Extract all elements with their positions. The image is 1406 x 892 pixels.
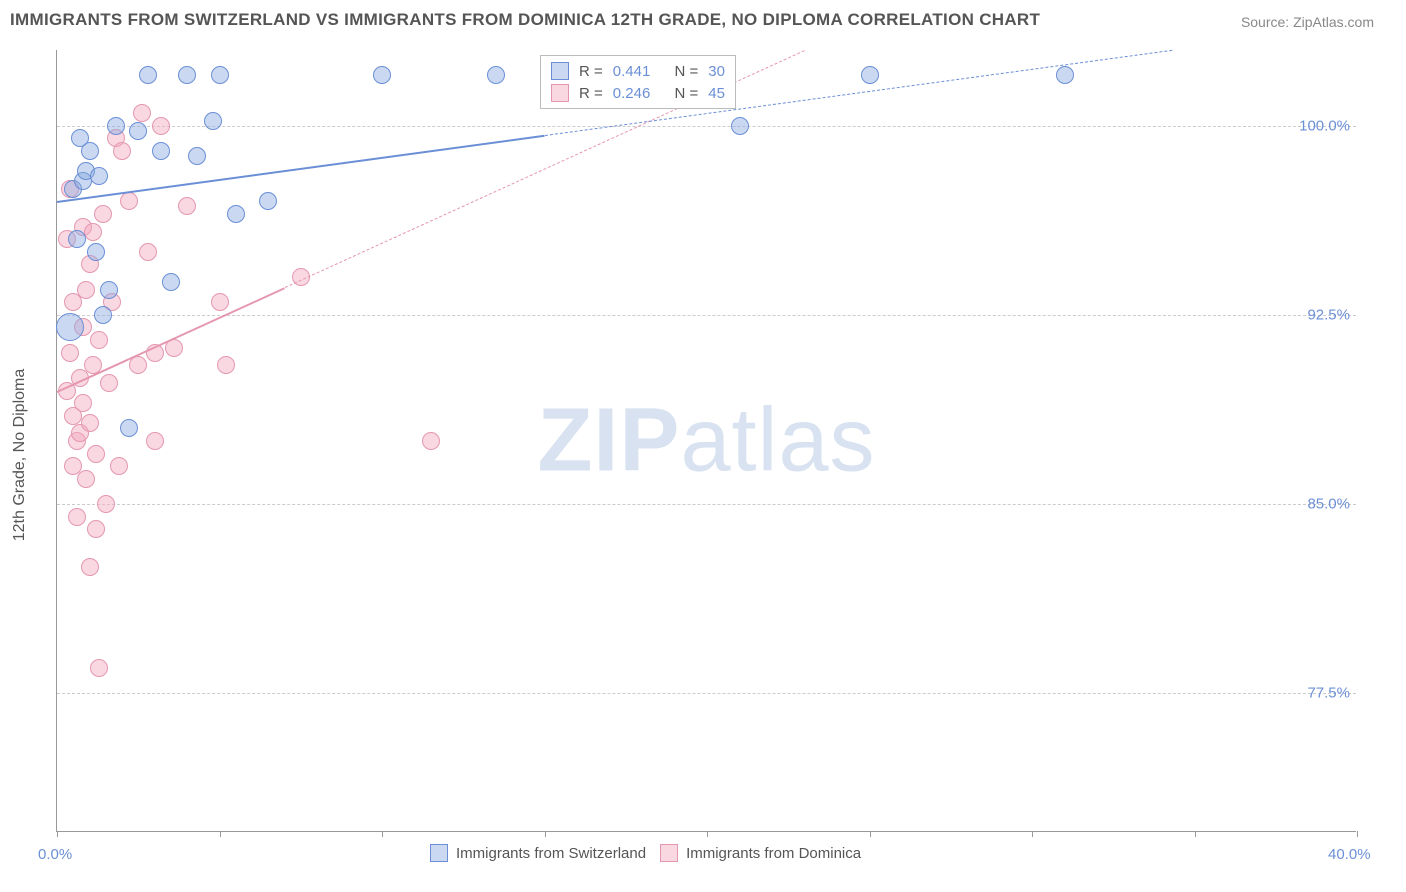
data-point-dominica [90, 331, 108, 349]
x-tick [1032, 831, 1033, 837]
data-point-switzerland [259, 192, 277, 210]
legend-label-switzerland: Immigrants from Switzerland [456, 845, 646, 862]
legend-item-switzerland: Immigrants from Switzerland [430, 844, 646, 862]
r-label: R = [579, 63, 603, 80]
n-value-dominica: 45 [708, 85, 725, 102]
x-tick [545, 831, 546, 837]
source-attribution: Source: ZipAtlas.com [1241, 14, 1374, 30]
y-tick-label: 100.0% [1299, 117, 1350, 134]
data-point-dominica [87, 520, 105, 538]
data-point-dominica [139, 243, 157, 261]
data-point-dominica [422, 432, 440, 450]
x-tick [1195, 831, 1196, 837]
data-point-switzerland [731, 117, 749, 135]
data-point-dominica [100, 374, 118, 392]
data-point-switzerland [162, 273, 180, 291]
data-point-dominica [77, 470, 95, 488]
data-point-switzerland [68, 230, 86, 248]
n-label: N = [674, 85, 698, 102]
data-point-switzerland [139, 66, 157, 84]
data-point-dominica [87, 445, 105, 463]
watermark-bold: ZIP [537, 390, 680, 490]
data-point-switzerland [227, 205, 245, 223]
data-point-dominica [97, 495, 115, 513]
data-point-dominica [94, 205, 112, 223]
n-label: N = [674, 63, 698, 80]
x-tick [382, 831, 383, 837]
x-axis-min-label: 0.0% [38, 846, 72, 863]
data-point-dominica [81, 414, 99, 432]
y-tick-label: 77.5% [1307, 685, 1350, 702]
series-legend: Immigrants from Switzerland Immigrants f… [430, 844, 861, 862]
data-point-dominica [178, 197, 196, 215]
data-point-dominica [110, 457, 128, 475]
y-tick-label: 92.5% [1307, 306, 1350, 323]
data-point-dominica [211, 293, 229, 311]
gridline [57, 693, 1356, 694]
x-tick [1357, 831, 1358, 837]
data-point-switzerland [178, 66, 196, 84]
data-point-dominica [133, 104, 151, 122]
data-point-switzerland [188, 147, 206, 165]
data-point-switzerland [100, 281, 118, 299]
data-point-switzerland [152, 142, 170, 160]
correlation-legend: R = 0.441 N = 30 R = 0.246 N = 45 [540, 55, 736, 109]
legend-row-dominica: R = 0.246 N = 45 [551, 82, 725, 104]
data-point-dominica [84, 223, 102, 241]
data-point-switzerland [90, 167, 108, 185]
watermark-rest: atlas [680, 390, 875, 490]
swatch-dominica [660, 844, 678, 862]
data-point-switzerland [94, 306, 112, 324]
data-point-switzerland [373, 66, 391, 84]
chart-title: IMMIGRANTS FROM SWITZERLAND VS IMMIGRANT… [10, 10, 1040, 30]
gridline [57, 315, 1356, 316]
data-point-switzerland [204, 112, 222, 130]
data-point-dominica [68, 508, 86, 526]
swatch-switzerland [551, 62, 569, 80]
data-point-switzerland [81, 142, 99, 160]
gridline [57, 126, 1356, 127]
x-tick [707, 831, 708, 837]
r-value-switzerland: 0.441 [613, 63, 651, 80]
data-point-dominica [77, 281, 95, 299]
data-point-switzerland [1056, 66, 1074, 84]
data-point-dominica [120, 192, 138, 210]
x-axis-max-label: 40.0% [1328, 846, 1371, 863]
r-value-dominica: 0.246 [613, 85, 651, 102]
legend-item-dominica: Immigrants from Dominica [660, 844, 861, 862]
data-point-dominica [113, 142, 131, 160]
data-point-switzerland [129, 122, 147, 140]
data-point-switzerland [487, 66, 505, 84]
data-point-switzerland [861, 66, 879, 84]
watermark: ZIPatlas [537, 389, 875, 492]
data-point-switzerland [120, 419, 138, 437]
x-tick [57, 831, 58, 837]
swatch-dominica [551, 84, 569, 102]
gridline [57, 504, 1356, 505]
r-label: R = [579, 85, 603, 102]
data-point-switzerland [107, 117, 125, 135]
data-point-dominica [90, 659, 108, 677]
x-tick [220, 831, 221, 837]
data-point-dominica [61, 344, 79, 362]
data-point-dominica [129, 356, 147, 374]
legend-label-dominica: Immigrants from Dominica [686, 845, 861, 862]
data-point-switzerland [211, 66, 229, 84]
x-tick [870, 831, 871, 837]
y-tick-label: 85.0% [1307, 496, 1350, 513]
legend-row-switzerland: R = 0.441 N = 30 [551, 60, 725, 82]
n-value-switzerland: 30 [708, 63, 725, 80]
data-point-dominica [217, 356, 235, 374]
data-point-switzerland [56, 313, 84, 341]
data-point-dominica [146, 432, 164, 450]
swatch-switzerland [430, 844, 448, 862]
data-point-switzerland [87, 243, 105, 261]
data-point-dominica [81, 558, 99, 576]
y-axis-label: 12th Grade, No Diploma [11, 369, 29, 542]
data-point-dominica [74, 394, 92, 412]
scatter-plot-area: ZIPatlas 77.5% 85.0% 92.5% 100.0% [56, 50, 1356, 832]
data-point-dominica [152, 117, 170, 135]
